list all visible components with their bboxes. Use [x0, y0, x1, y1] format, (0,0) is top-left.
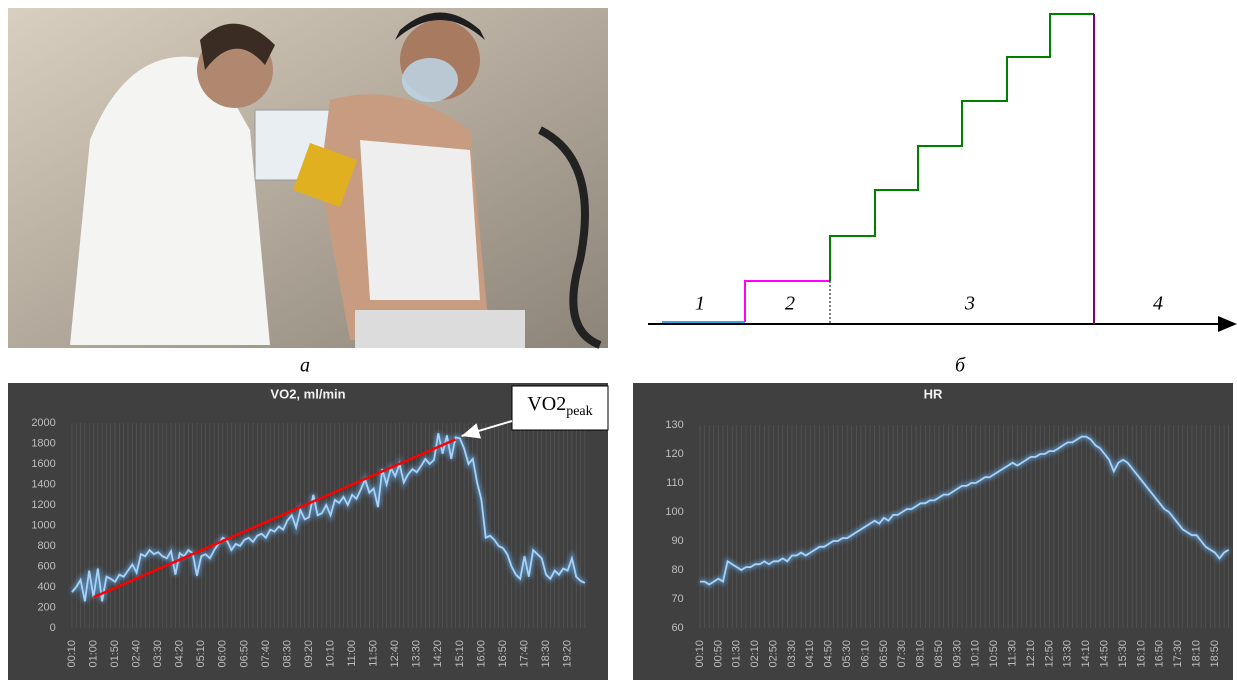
y-tick-label: 400 [37, 581, 55, 593]
y-tick-label: 60 [671, 622, 683, 634]
y-tick-label: 70 [671, 593, 683, 605]
x-tick-label: 17:30 [1172, 640, 1184, 668]
x-tick-label: 11:00 [346, 640, 358, 667]
x-tick-label: 03:30 [786, 640, 798, 668]
x-tick-label: 09:20 [303, 640, 315, 668]
x-tick-label: 00:50 [712, 640, 724, 668]
y-tick-label: 0 [50, 622, 56, 634]
x-tick-label: 19:20 [562, 640, 574, 668]
axis-arrow [1218, 316, 1237, 332]
x-tick-label: 02:50 [767, 640, 779, 668]
y-tick-label: 1600 [31, 458, 55, 470]
x-tick-label: 14:20 [432, 640, 444, 668]
x-tick-label: 16:50 [1154, 640, 1166, 668]
step-diagram [648, 14, 1237, 332]
x-tick-label: 00:10 [694, 640, 706, 668]
phase-label: 4 [1153, 293, 1163, 315]
panel-label: а [300, 355, 310, 377]
annotation-text: VO2 [527, 393, 566, 415]
y-tick-label: 110 [666, 477, 684, 489]
chart-title: HR [924, 386, 943, 401]
x-tick-label: 04:20 [174, 640, 186, 668]
x-tick-label: 06:50 [878, 640, 890, 668]
y-tick-label: 130 [665, 419, 683, 431]
x-tick-label: 12:10 [1025, 640, 1037, 668]
x-tick-label: 16:50 [497, 640, 509, 668]
x-tick-label: 06:50 [238, 640, 250, 668]
annotation-subscript: peak [566, 404, 592, 419]
x-tick-label: 14:10 [1080, 640, 1092, 668]
x-tick-label: 07:40 [260, 640, 272, 668]
x-tick-label: 00:10 [66, 640, 78, 668]
x-tick-label: 16:00 [475, 640, 487, 668]
x-tick-label: 09:30 [951, 640, 963, 668]
x-tick-label: 11:30 [1007, 640, 1019, 667]
x-tick-label: 05:10 [195, 640, 207, 668]
y-tick-label: 2000 [31, 417, 55, 429]
y-tick-label: 600 [37, 560, 55, 572]
figure: а 1 2 3 4 б VO2, ml/min02004006008001000… [0, 0, 1237, 682]
x-tick-label: 08:30 [281, 640, 293, 668]
x-tick-label: 06:00 [217, 640, 229, 668]
x-tick-label: 15:30 [1117, 640, 1129, 668]
x-tick-label: 10:50 [988, 640, 1000, 668]
panel-label: б [955, 355, 966, 377]
y-tick-label: 200 [37, 601, 55, 613]
x-tick-label: 02:10 [749, 640, 761, 668]
x-tick-label: 01:00 [87, 640, 99, 668]
y-tick-label: 1200 [31, 499, 55, 511]
x-tick-label: 08:10 [915, 640, 927, 668]
y-tick-label: 80 [671, 564, 683, 576]
x-tick-label: 13:30 [1062, 640, 1074, 668]
x-tick-label: 03:30 [152, 640, 164, 668]
x-tick-label: 01:50 [109, 640, 121, 668]
chart-title: VO2, ml/min [270, 386, 345, 401]
x-tick-label: 15:10 [454, 640, 466, 668]
x-tick-label: 17:40 [518, 640, 530, 668]
x-tick-label: 12:50 [1043, 640, 1055, 668]
x-tick-label: 06:10 [859, 640, 871, 668]
x-tick-label: 16:10 [1135, 640, 1147, 668]
y-tick-label: 1800 [31, 437, 55, 449]
y-tick-label: 90 [671, 535, 683, 547]
x-tick-label: 08:50 [933, 640, 945, 668]
x-tick-label: 10:10 [324, 640, 336, 668]
x-tick-label: 18:30 [540, 640, 552, 668]
x-tick-label: 04:10 [804, 640, 816, 668]
y-tick-label: 1400 [31, 478, 55, 490]
x-tick-label: 11:50 [368, 640, 380, 667]
x-tick-label: 13:30 [411, 640, 423, 668]
x-tick-label: 01:30 [731, 640, 743, 668]
x-tick-label: 07:30 [896, 640, 908, 668]
y-tick-label: 1000 [31, 519, 55, 531]
phase-label: 2 [785, 293, 795, 315]
x-tick-label: 18:10 [1190, 640, 1202, 668]
x-tick-label: 10:10 [970, 640, 982, 668]
photo [8, 8, 608, 348]
x-tick-label: 02:40 [131, 640, 143, 668]
y-tick-label: 100 [665, 506, 683, 518]
y-tick-label: 120 [665, 448, 683, 460]
x-tick-label: 12:40 [389, 640, 401, 668]
x-tick-label: 18:50 [1209, 640, 1221, 668]
x-tick-label: 14:50 [1098, 640, 1110, 668]
y-tick-label: 800 [37, 540, 55, 552]
x-tick-label: 04:50 [823, 640, 835, 668]
load-steps [830, 14, 1094, 281]
x-tick-label: 05:30 [841, 640, 853, 668]
phase-label: 1 [695, 293, 705, 315]
phase-label: 3 [964, 293, 975, 315]
